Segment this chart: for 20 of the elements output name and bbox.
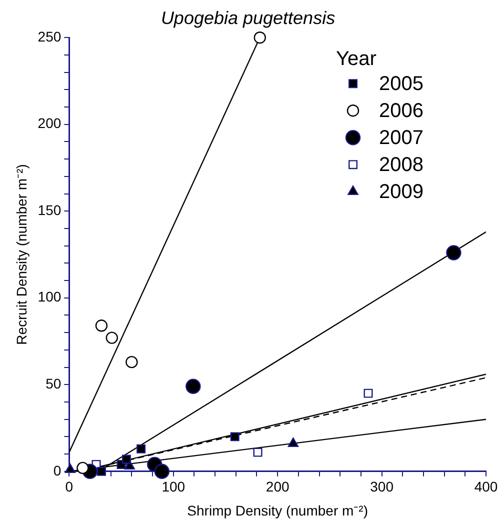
legend-label: 2005 (379, 73, 424, 96)
y-tick-label: 50 (46, 376, 62, 392)
x-tick-label: 200 (266, 478, 290, 495)
x-axis-title: Shrimp Density (number m⁻²) (187, 502, 368, 518)
x-tick-label: 0 (65, 478, 74, 495)
x-tick-label: 400 (474, 478, 498, 495)
x-tick-label: 300 (370, 478, 394, 495)
y-tick-label: 250 (38, 28, 62, 44)
legend-label: 2009 (379, 181, 424, 204)
y-axis-title: Recruit Density (number m⁻²) (13, 164, 30, 345)
y-tick-label: 150 (38, 202, 62, 218)
chart-title: Upogebia pugettensis (160, 8, 336, 28)
legend-title: Year (336, 48, 377, 70)
legend-label: 2007 (379, 127, 424, 150)
legend-label: 2008 (379, 154, 424, 176)
legend-label: 2006 (379, 100, 424, 122)
x-tick-label: 100 (162, 478, 186, 495)
y-tick-label: 0 (53, 462, 62, 478)
y-tick-label: 200 (38, 115, 62, 132)
y-tick-label: 100 (38, 288, 62, 305)
